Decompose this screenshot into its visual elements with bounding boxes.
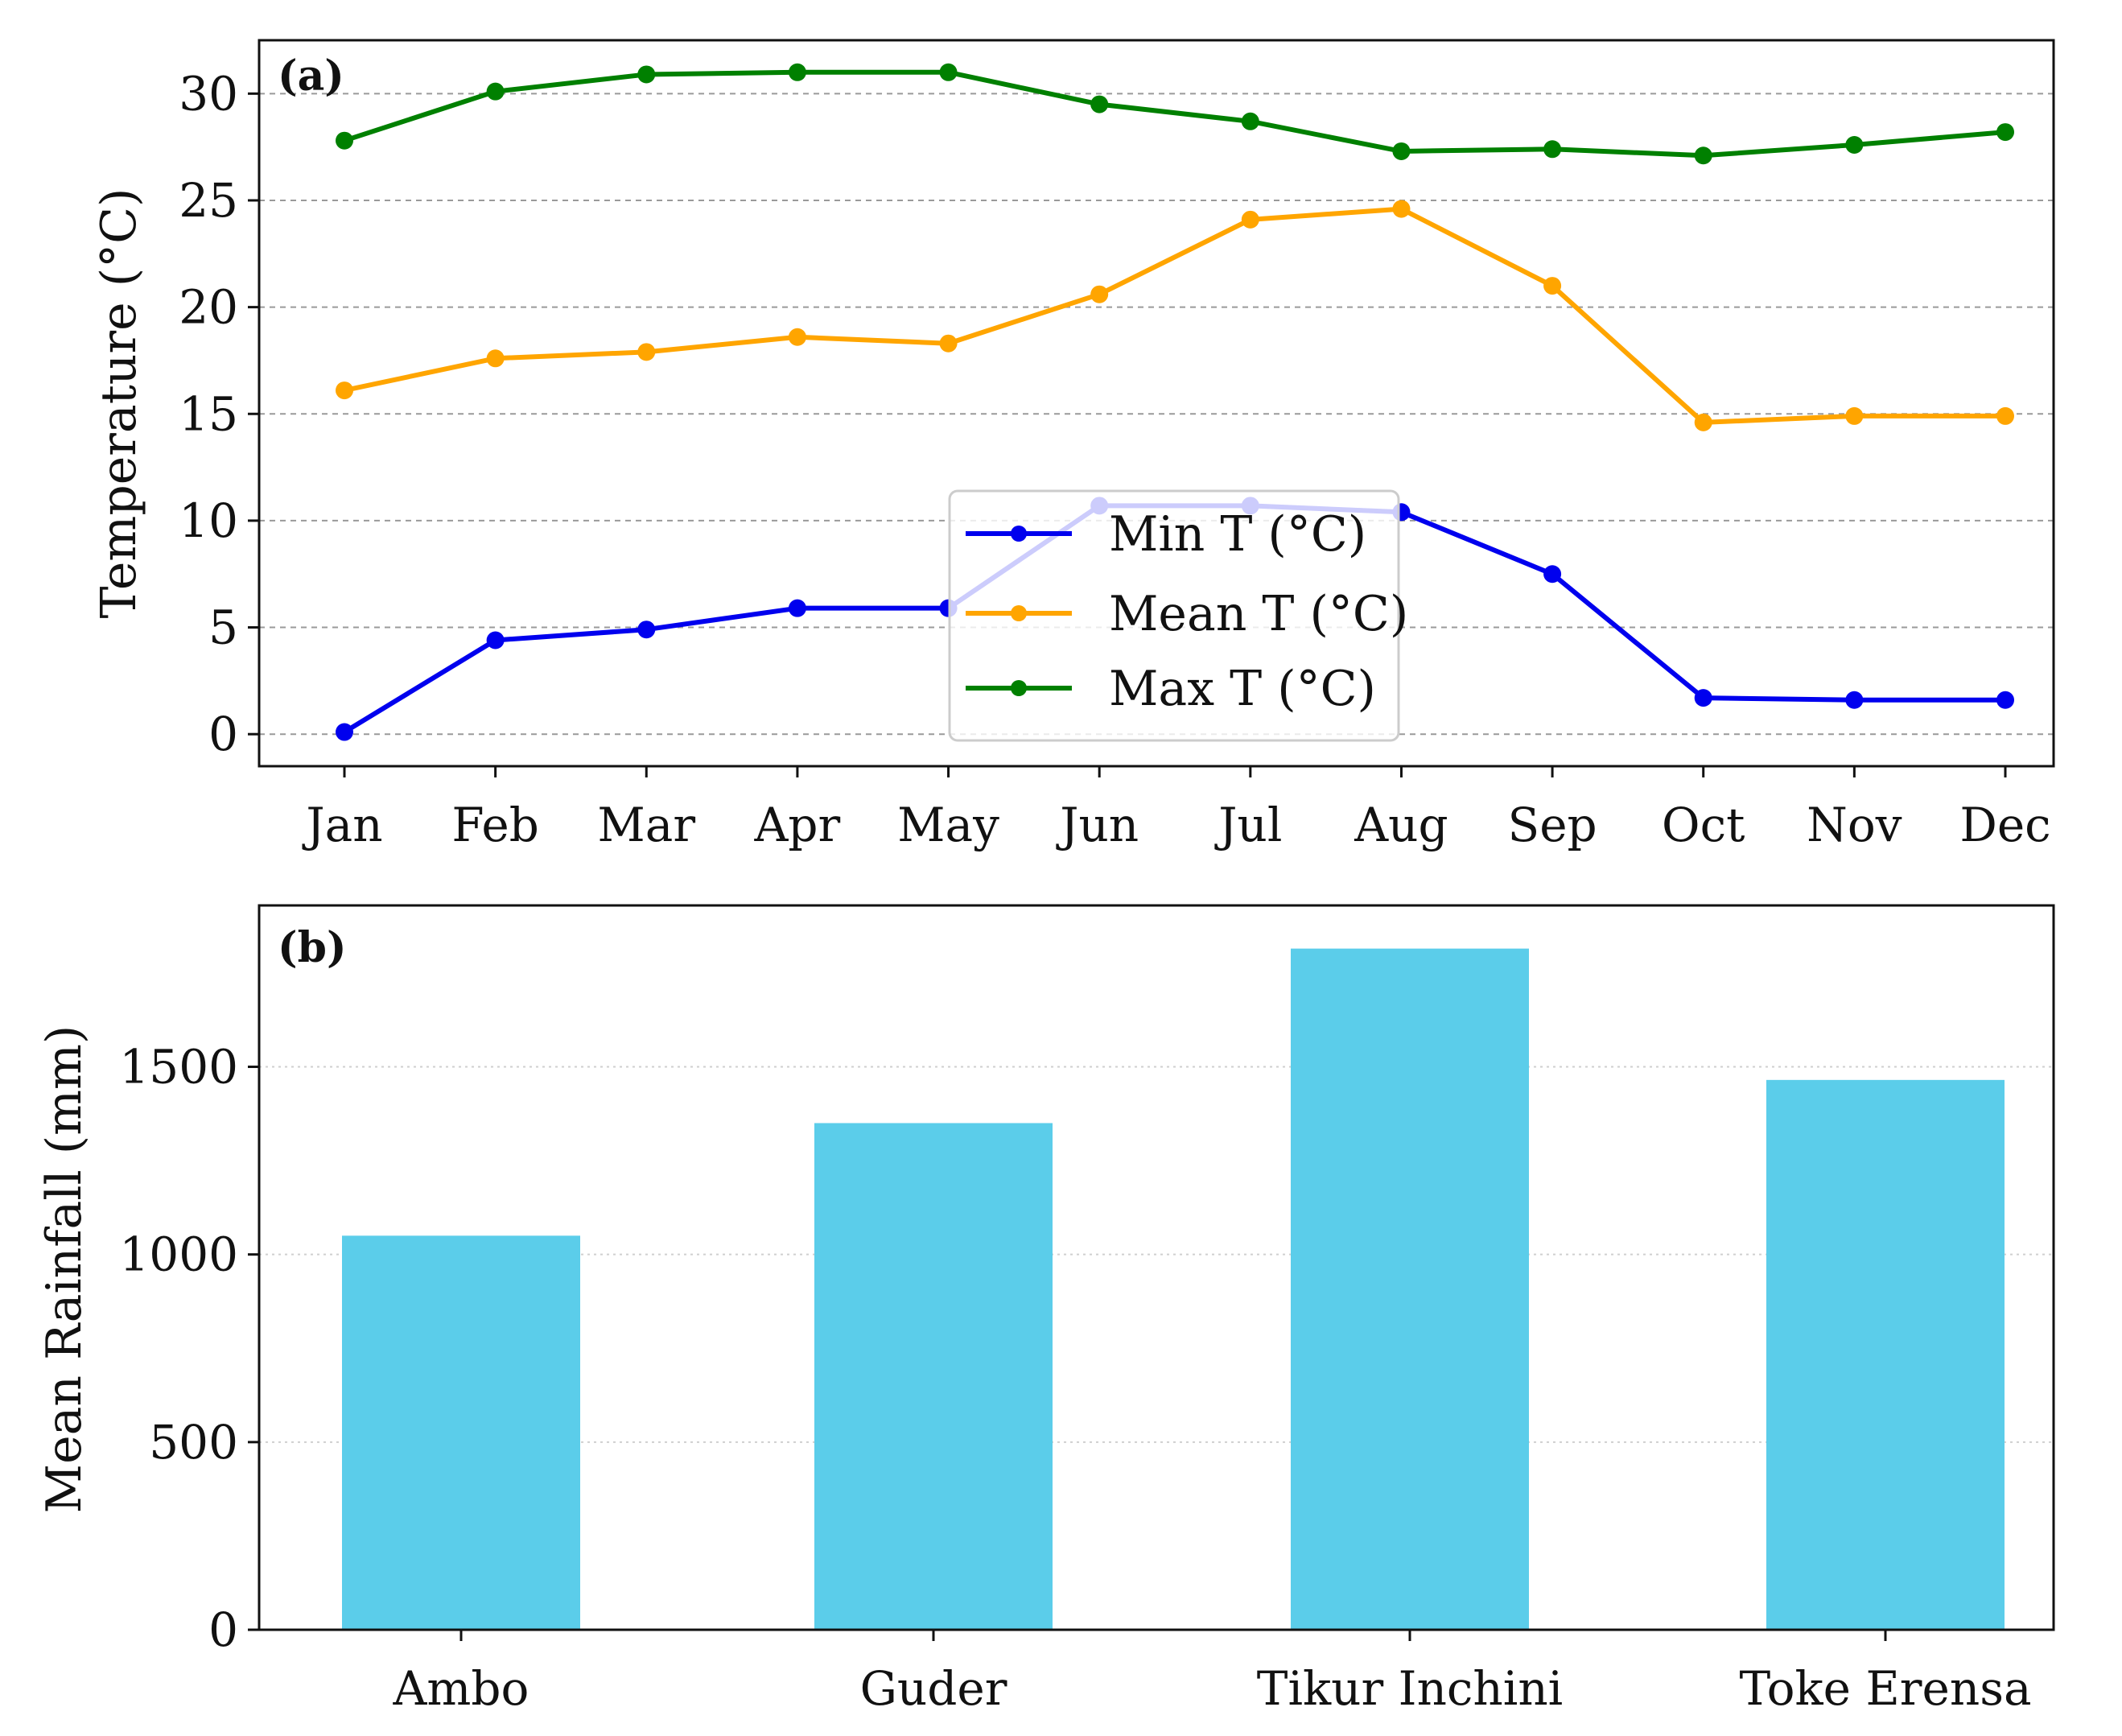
x-tick-label: Ambo	[393, 1661, 529, 1716]
data-point	[336, 381, 353, 400]
x-tick-label: Jun	[1056, 798, 1139, 852]
data-point	[1694, 146, 1712, 165]
data-point	[1543, 277, 1562, 295]
x-tick-label: Jul	[1214, 798, 1282, 852]
y-tick-label: 0	[208, 1602, 238, 1657]
data-point	[1543, 140, 1562, 159]
data-point	[637, 65, 656, 84]
data-point	[1996, 406, 2014, 425]
data-point	[336, 131, 353, 150]
data-point	[788, 63, 806, 81]
data-point	[486, 349, 505, 368]
y-tick-label: 30	[179, 66, 238, 121]
temperature-legend: Min T (°C) Mean T (°C) Max T (°C)	[948, 489, 1408, 742]
bar-tikur-inchini	[1291, 948, 1529, 1630]
x-tick-label: Mar	[597, 798, 695, 852]
data-point	[637, 621, 656, 639]
series-line	[344, 69, 2006, 159]
data-point	[1241, 210, 1259, 229]
temperature-x-ticks: Jan Feb Mar Apr May Jun Jul Aug Sep Oct Nov Dec	[302, 766, 2051, 852]
legend-box	[948, 489, 1400, 742]
y-tick-label: 500	[149, 1415, 238, 1470]
y-tick-label: 15	[179, 386, 238, 441]
data-point	[788, 599, 806, 617]
x-tick-label: Guder	[860, 1661, 1007, 1716]
x-tick-label: Oct	[1662, 798, 1745, 852]
y-tick-label: 1500	[119, 1040, 238, 1095]
legend-marker-min	[1011, 526, 1027, 542]
legend-label-mean: Mean T (°C)	[1109, 586, 1408, 642]
data-point	[1996, 123, 2014, 142]
temperature-y-axis-label: Temperature (°C)	[91, 188, 147, 619]
data-point	[1845, 691, 1864, 709]
x-tick-label: Tikur Inchini	[1257, 1661, 1563, 1716]
x-tick-label: Aug	[1354, 798, 1448, 852]
rainfall-bars	[342, 948, 2005, 1630]
data-point	[486, 631, 505, 649]
temperature-y-ticks: 0 5 10 15 20 25 30	[179, 66, 259, 761]
bar-toke-erensa	[1766, 1079, 2005, 1630]
temperature-panel: 0 5 10 15 20 25 30 Jan Feb Mar Apr May Jun Jul Aug Sep…	[91, 39, 2055, 852]
y-tick-label: 0	[208, 707, 238, 761]
series-max	[336, 63, 2014, 165]
data-point	[1090, 95, 1109, 113]
data-point	[1694, 413, 1712, 431]
x-tick-label: Toke Erensa	[1739, 1661, 2031, 1716]
data-point	[1392, 142, 1411, 160]
data-point	[1543, 565, 1562, 583]
x-tick-label: Feb	[451, 798, 539, 852]
legend-entry-mean: Mean T (°C)	[966, 586, 1408, 642]
temperature-plot-frame	[258, 39, 2055, 768]
rainfall-gridlines	[259, 1066, 2054, 1443]
panel-label-a: (a)	[278, 52, 344, 101]
series-line	[344, 206, 2005, 425]
data-point	[939, 63, 958, 81]
legend-label-min: Min T (°C)	[1109, 506, 1366, 563]
data-point	[788, 328, 806, 346]
y-tick-label: 25	[179, 173, 238, 228]
y-tick-label: 1000	[119, 1227, 238, 1282]
data-point	[637, 343, 656, 361]
data-point	[1996, 691, 2014, 709]
data-point	[336, 723, 353, 741]
rainfall-panel: 0 500 1000 1500 Ambo Guder Tikur Inchini Toke …	[36, 904, 2055, 1716]
legend-label-max: Max T (°C)	[1109, 661, 1376, 717]
data-point	[1845, 406, 1864, 425]
x-tick-label: Sep	[1507, 798, 1597, 852]
legend-entry-min: Min T (°C)	[966, 506, 1366, 563]
bar-ambo	[342, 1235, 580, 1630]
data-point	[1392, 200, 1411, 218]
data-point	[1845, 135, 1864, 154]
series-mean	[336, 200, 2014, 431]
data-point	[1694, 689, 1712, 707]
x-tick-label: Nov	[1807, 798, 1902, 852]
bar-guder	[814, 1123, 1053, 1630]
data-point	[486, 82, 505, 101]
data-point	[939, 334, 958, 353]
y-tick-label: 5	[208, 600, 238, 655]
panel-label-b: (b)	[278, 923, 347, 972]
x-tick-label: May	[897, 798, 999, 852]
legend-marker-max	[1011, 680, 1027, 696]
y-tick-label: 20	[179, 280, 238, 335]
x-tick-label: Apr	[754, 798, 841, 852]
data-point	[1241, 112, 1259, 130]
x-tick-label: Jan	[302, 798, 382, 852]
rainfall-x-ticks: Ambo Guder Tikur Inchini Toke Erensa	[393, 1630, 2032, 1716]
rainfall-plot-frame	[258, 904, 2055, 1631]
rainfall-y-ticks: 0 500 1000 1500	[119, 1040, 259, 1657]
legend-marker-mean	[1011, 605, 1027, 621]
y-tick-label: 10	[179, 493, 238, 548]
legend-entry-max: Max T (°C)	[966, 661, 1376, 717]
rainfall-y-axis-label: Mean Rainfall (mm)	[36, 1025, 93, 1514]
data-point	[1090, 285, 1109, 303]
x-tick-label: Dec	[1959, 798, 2050, 852]
